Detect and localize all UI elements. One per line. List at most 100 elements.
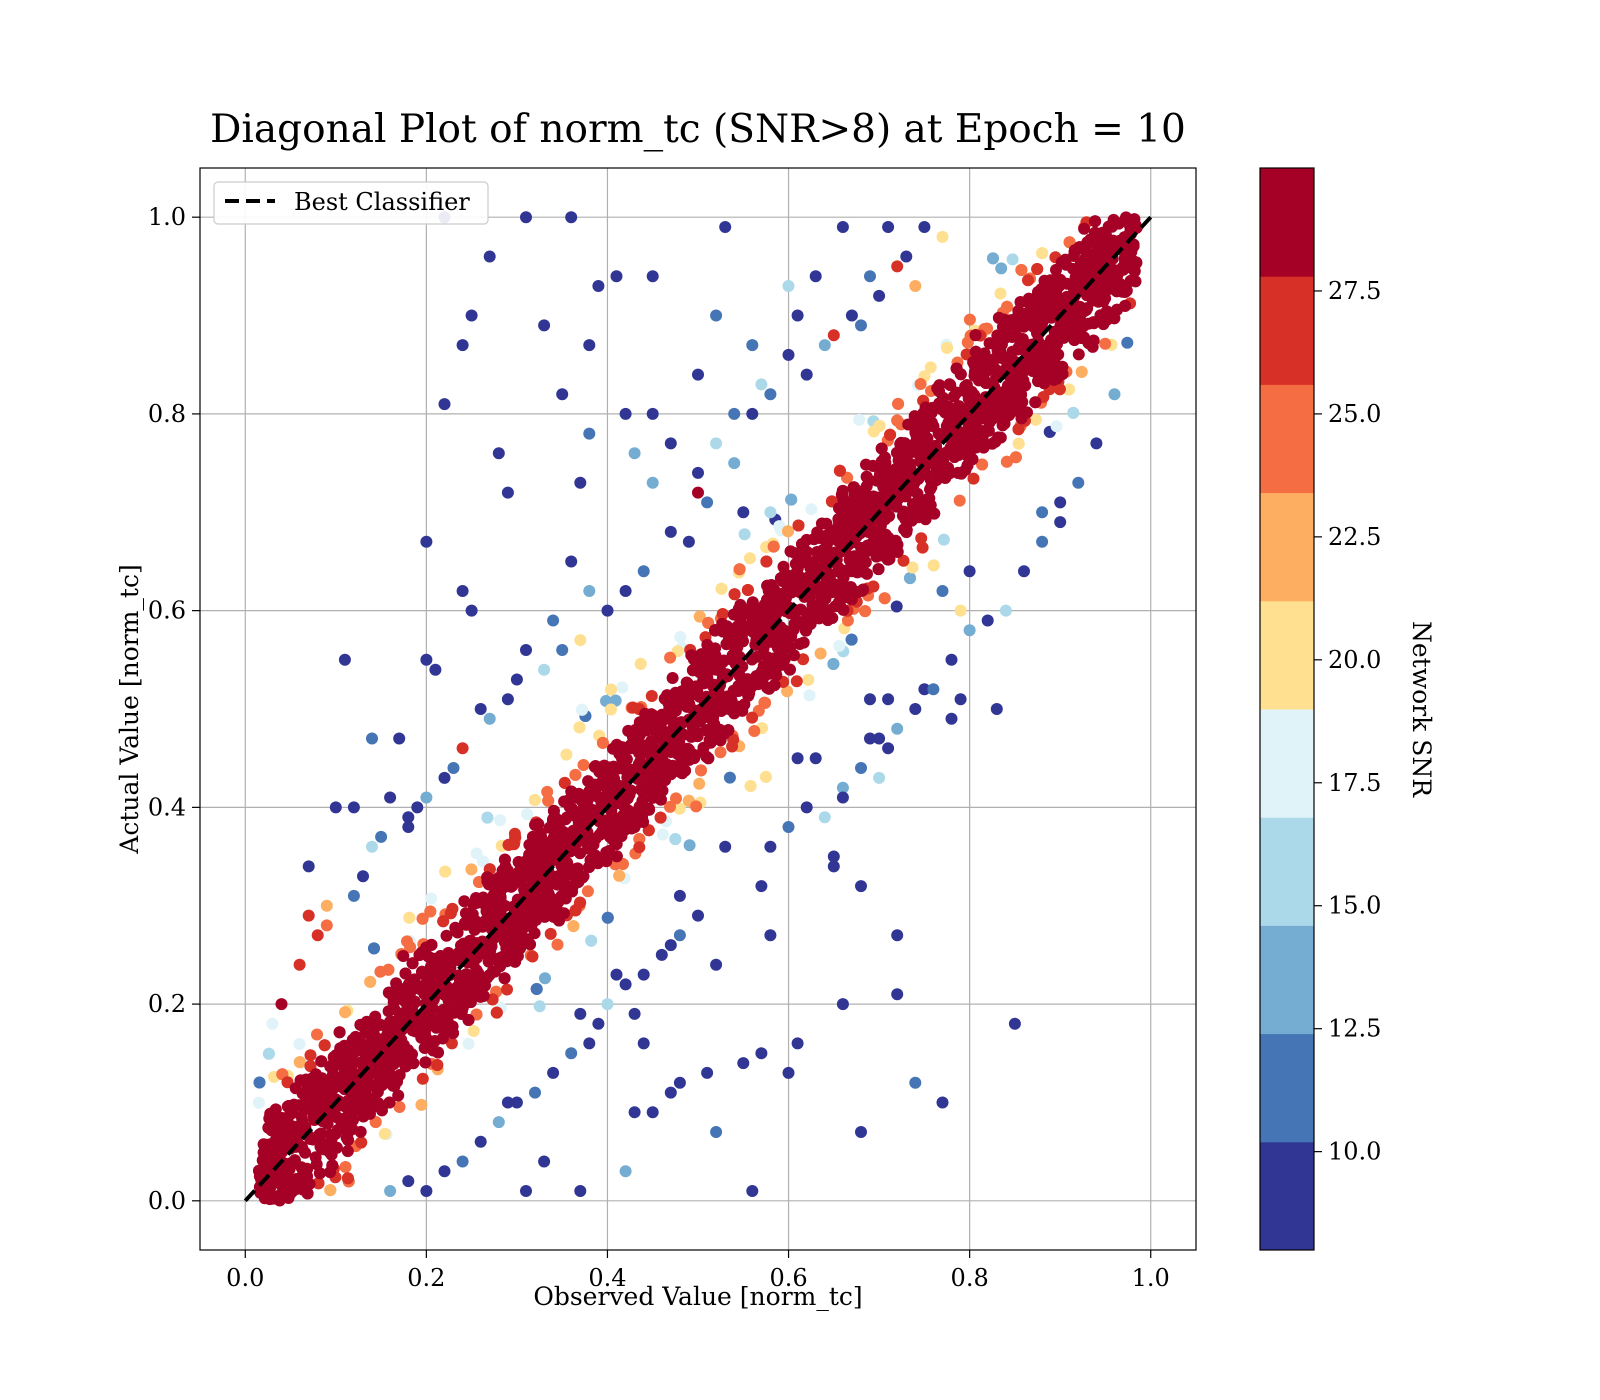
scatter-point [803, 689, 816, 702]
scatter-point-outlier [610, 270, 623, 283]
scatter-point [884, 428, 897, 441]
scatter-point [604, 703, 617, 716]
scatter-point [341, 1172, 354, 1185]
scatter-point [1072, 348, 1085, 361]
scatter-point [859, 605, 872, 618]
scatter-point [882, 465, 894, 477]
scatter-point [817, 544, 829, 557]
colorbar-segment [1260, 168, 1314, 277]
scatter-point-outlier [891, 260, 904, 273]
scatter-point [916, 541, 929, 554]
scatter-point [596, 736, 609, 749]
scatter-point [585, 854, 597, 867]
scatter-point [741, 584, 754, 596]
scatter-point [850, 495, 862, 508]
scatter-point-outlier [710, 958, 723, 971]
scatter-point [573, 721, 586, 734]
scatter-point [569, 768, 582, 781]
scatter-point [1060, 314, 1073, 327]
scatter-point [634, 657, 647, 670]
scatter-point-outlier [782, 821, 795, 833]
scatter-point [622, 804, 635, 817]
scatter-point [1006, 253, 1019, 266]
scatter-point [356, 1038, 369, 1051]
scatter-point [388, 1080, 401, 1092]
scatter-point-outlier [673, 889, 686, 902]
scatter-point-outlier [954, 693, 967, 706]
scatter-point [577, 759, 590, 771]
scatter-point [649, 768, 662, 781]
scatter-point [364, 975, 377, 988]
scatter-point-outlier [402, 1175, 415, 1188]
scatter-point [978, 358, 991, 371]
scatter-point [252, 1096, 265, 1109]
scatter-point [311, 1028, 323, 1041]
scatter-point [574, 896, 587, 909]
scatter-point-outlier [673, 929, 686, 942]
scatter-point [914, 378, 927, 390]
scatter-point [312, 1177, 325, 1190]
scatter-point [389, 1026, 402, 1039]
scatter-point [297, 1171, 310, 1184]
scatter-point [416, 1072, 429, 1085]
scatter-point-outlier [438, 1165, 451, 1178]
scatter-point-outlier [1072, 476, 1085, 489]
scatter-point [318, 1039, 331, 1052]
scatter-point [714, 655, 727, 668]
scatter-point-outlier [583, 1037, 596, 1050]
scatter-point [383, 1096, 396, 1109]
scatter-point [499, 860, 512, 873]
scatter-point-outlier [311, 929, 324, 942]
scatter-point [480, 914, 493, 927]
scatter-point [691, 685, 704, 698]
scatter-point [963, 313, 976, 326]
scatter-point-outlier [936, 230, 949, 243]
scatter-point [369, 1013, 382, 1026]
scatter-point-outlier [456, 742, 469, 755]
scatter-point [458, 895, 471, 908]
scatter-point-outlier [366, 840, 378, 853]
scatter-point [439, 865, 452, 878]
scatter-point-outlier [755, 880, 768, 893]
scatter-point [440, 929, 453, 942]
scatter-point [703, 734, 716, 746]
colorbar-segment [1260, 1141, 1314, 1251]
scatter-point [632, 744, 645, 757]
scatter-point-outlier [520, 644, 532, 656]
scatter-point [785, 493, 798, 506]
scatter-point [558, 776, 571, 789]
scatter-point [995, 262, 1008, 275]
scatter-point [494, 814, 507, 827]
scatter-point [635, 769, 647, 781]
y-tick-label: 0.0 [148, 1187, 186, 1215]
scatter-point [1034, 365, 1047, 378]
scatter-point [304, 1049, 317, 1062]
colorbar-tick-label: 12.5 [1328, 1015, 1381, 1043]
legend-box [213, 181, 489, 225]
scatter-point [873, 419, 886, 432]
scatter-point [1054, 298, 1067, 310]
scatter-point-outlier [329, 801, 342, 814]
scatter-point-outlier [836, 221, 849, 233]
scatter-point-outlier [1036, 506, 1049, 519]
scatter-point [1101, 313, 1113, 326]
scatter-point-outlier [737, 1057, 750, 1070]
scatter-point-outlier [1108, 388, 1121, 401]
scatter-point [1012, 437, 1025, 450]
scatter-point-outlier [357, 870, 369, 883]
scatter-point-outlier [701, 496, 714, 509]
scatter-point [941, 341, 953, 354]
scatter-point-outlier [366, 732, 378, 745]
scatter-point [904, 572, 916, 585]
scatter-point [511, 934, 524, 947]
scatter-point [358, 1092, 371, 1105]
plot-frame [199, 167, 1197, 1251]
scatter-point [994, 287, 1007, 300]
scatter-point [1011, 319, 1024, 332]
colorbar-segments [1260, 168, 1314, 1251]
scatter-point-outlier [420, 791, 433, 804]
colorbar-segment [1260, 600, 1314, 710]
scatter-point [636, 794, 649, 807]
colorbar-tick-label: 15.0 [1328, 892, 1381, 920]
x-axis-label: Observed Value [norm_tc] [533, 1282, 862, 1311]
